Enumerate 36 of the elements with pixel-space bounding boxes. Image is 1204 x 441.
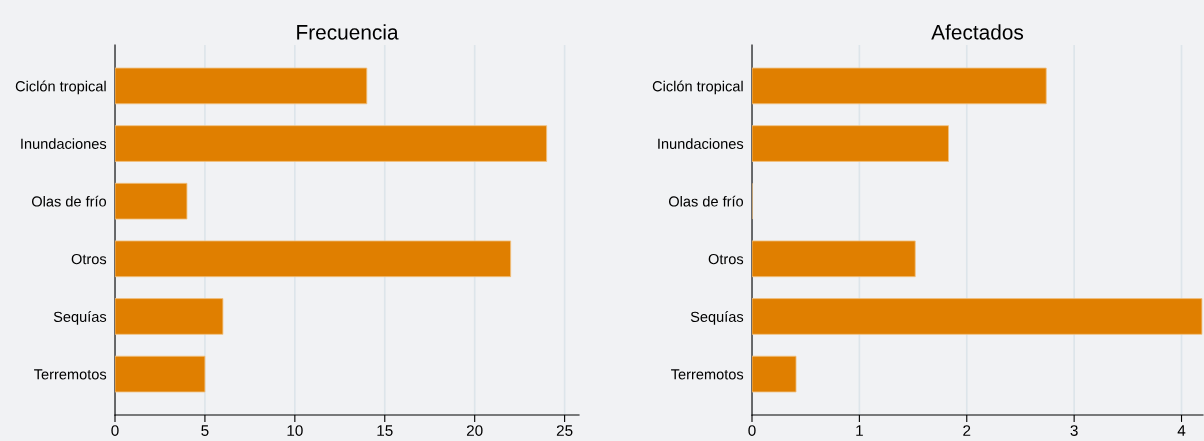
bar bbox=[115, 125, 548, 162]
bar bbox=[115, 67, 368, 105]
x-tick-label: 5 bbox=[201, 425, 209, 436]
y-tick-label: Ciclón tropical bbox=[652, 80, 743, 95]
x-tick-label: 3 bbox=[1070, 425, 1078, 436]
y-tick-label: Sequías bbox=[53, 311, 107, 325]
x-tick-label: 0 bbox=[111, 425, 119, 436]
bar bbox=[752, 355, 797, 393]
y-tick-label: Sequías bbox=[690, 311, 744, 325]
bar bbox=[752, 125, 949, 162]
chart-title: Frecuencia bbox=[297, 24, 399, 40]
x-tick-label: 10 bbox=[287, 425, 303, 436]
y-tick-label: Otros bbox=[708, 253, 744, 265]
bar bbox=[752, 67, 1047, 105]
x-tick-label: 15 bbox=[377, 425, 393, 436]
x-tick-label: 0 bbox=[748, 425, 756, 436]
bar bbox=[752, 298, 1203, 335]
bar bbox=[115, 355, 206, 393]
x-tick-label: 4 bbox=[1177, 425, 1186, 436]
bar bbox=[115, 298, 224, 335]
bar bbox=[752, 240, 916, 278]
bar bbox=[115, 182, 188, 220]
x-tick-label: 25 bbox=[556, 425, 573, 436]
y-tick-label: Olas de frío bbox=[668, 195, 744, 207]
y-tick-label: Olas de frío bbox=[31, 195, 107, 207]
y-tick-label: Terremotos bbox=[34, 369, 107, 380]
y-tick-label: Terremotos bbox=[671, 369, 744, 380]
x-tick-label: 1 bbox=[856, 425, 863, 436]
y-tick-label: Otros bbox=[71, 253, 107, 265]
chart-title: Afectados bbox=[931, 24, 1024, 40]
y-tick-label: Ciclón tropical bbox=[15, 80, 106, 95]
x-tick-label: 2 bbox=[963, 425, 971, 436]
y-tick-label: Inundaciones bbox=[21, 138, 107, 149]
y-tick-label: Inundaciones bbox=[658, 138, 744, 149]
bar bbox=[115, 240, 512, 278]
x-tick-label: 20 bbox=[466, 425, 483, 436]
